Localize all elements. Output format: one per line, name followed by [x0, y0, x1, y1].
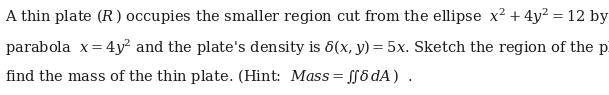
Text: parabola  $x = 4y^2$ and the plate's density is $\delta(x, y) = 5x$. Sketch the : parabola $x = 4y^2$ and the plate's dens… [5, 37, 609, 58]
Text: find the mass of the thin plate. (Hint:  $\mathit{Mass} = \iint \delta\,dA\,)$  : find the mass of the thin plate. (Hint: … [5, 66, 412, 86]
Text: A thin plate $(R\,)$ occupies the smaller region cut from the ellipse  $x^2 + 4y: A thin plate $(R\,)$ occupies the smalle… [5, 7, 609, 27]
